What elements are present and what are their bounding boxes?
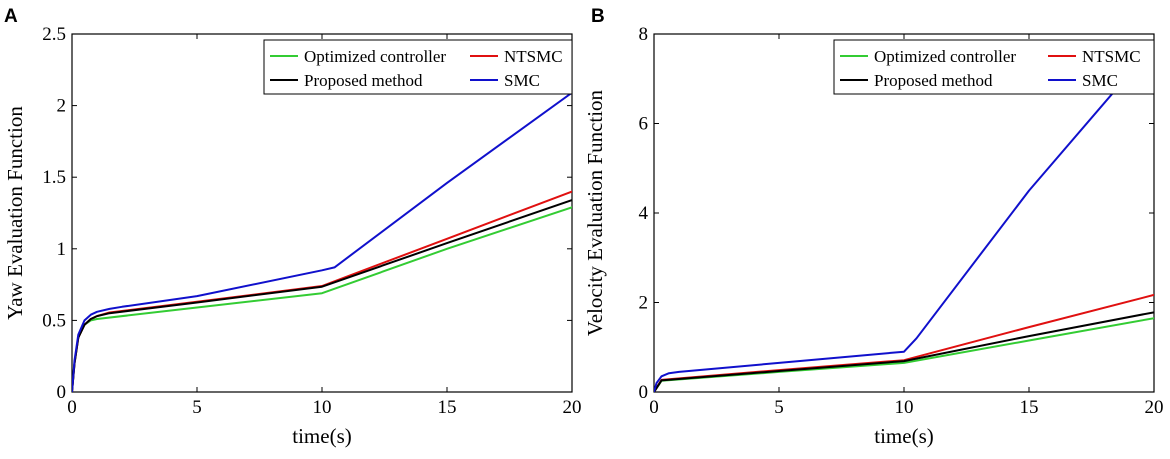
legend-optimized-controller-label: Optimized controller [874,47,1016,66]
legend-proposed-method-label: Proposed method [874,71,993,90]
legend-optimized-controller-label: Optimized controller [304,47,446,66]
series-line-ntsmc [72,190,572,392]
y-axis-label: Velocity Evaluation Function [583,89,607,336]
chart-panel-a: 0 5 10 15 20 0 0.5 1 1.5 2 2.5 time(s) Yaw Evaluatio… [3,6,582,448]
y-tick-label: 8 [639,24,649,45]
series-line-ntsmc [654,293,1154,392]
series-line-smc [72,91,572,392]
legend-ntsmc-label: NTSMC [1082,47,1141,66]
chart-panel-b: 0 5 10 15 20 0 2 4 6 8 time(s) Velocity Evaluation … [583,6,1164,448]
legend-smc-label: SMC [504,71,540,90]
x-tick-label: 10 [313,397,332,418]
y-tick-label: 2 [57,96,67,117]
legend-smc-label: SMC [1082,71,1118,90]
y-tick-label: 1 [57,239,67,260]
series-line-optimized-controller [654,317,1154,392]
y-tick-label: 2 [639,293,649,314]
y-tick-label: 0.5 [42,310,66,331]
y-axis-label: Yaw Evaluation Function [3,106,27,320]
legend-ntsmc-label: NTSMC [504,47,563,66]
y-tick-label: 2.5 [42,24,66,45]
x-tick-label: 20 [563,397,582,418]
panel-letter: A [4,6,18,27]
series-line-proposed-method [72,199,572,392]
y-tick-label: 0 [57,382,67,403]
legend-box [263,39,573,95]
y-tick-label: 1.5 [42,167,66,188]
legend-proposed-method-label: Proposed method [304,71,423,90]
x-tick-label: 5 [774,397,784,418]
series-line-optimized-controller [72,206,572,392]
x-tick-label: 15 [1020,397,1039,418]
x-tick-label: 5 [192,397,202,418]
x-tick-label: 0 [649,397,659,418]
x-axis-label: time(s) [292,424,351,448]
x-tick-label: 0 [67,397,77,418]
series-line-proposed-method [654,311,1154,392]
x-tick-label: 20 [1145,397,1164,418]
series-line-smc [654,44,1154,392]
x-tick-label: 15 [438,397,457,418]
y-tick-label: 6 [639,114,649,135]
legend-box [833,39,1155,95]
series-group [72,91,572,392]
series-group [654,44,1154,392]
y-tick-label: 0 [639,382,649,403]
x-tick-label: 10 [895,397,914,418]
y-tick-label: 4 [639,203,649,224]
panel-letter: B [591,6,605,27]
x-axis-label: time(s) [874,424,933,448]
